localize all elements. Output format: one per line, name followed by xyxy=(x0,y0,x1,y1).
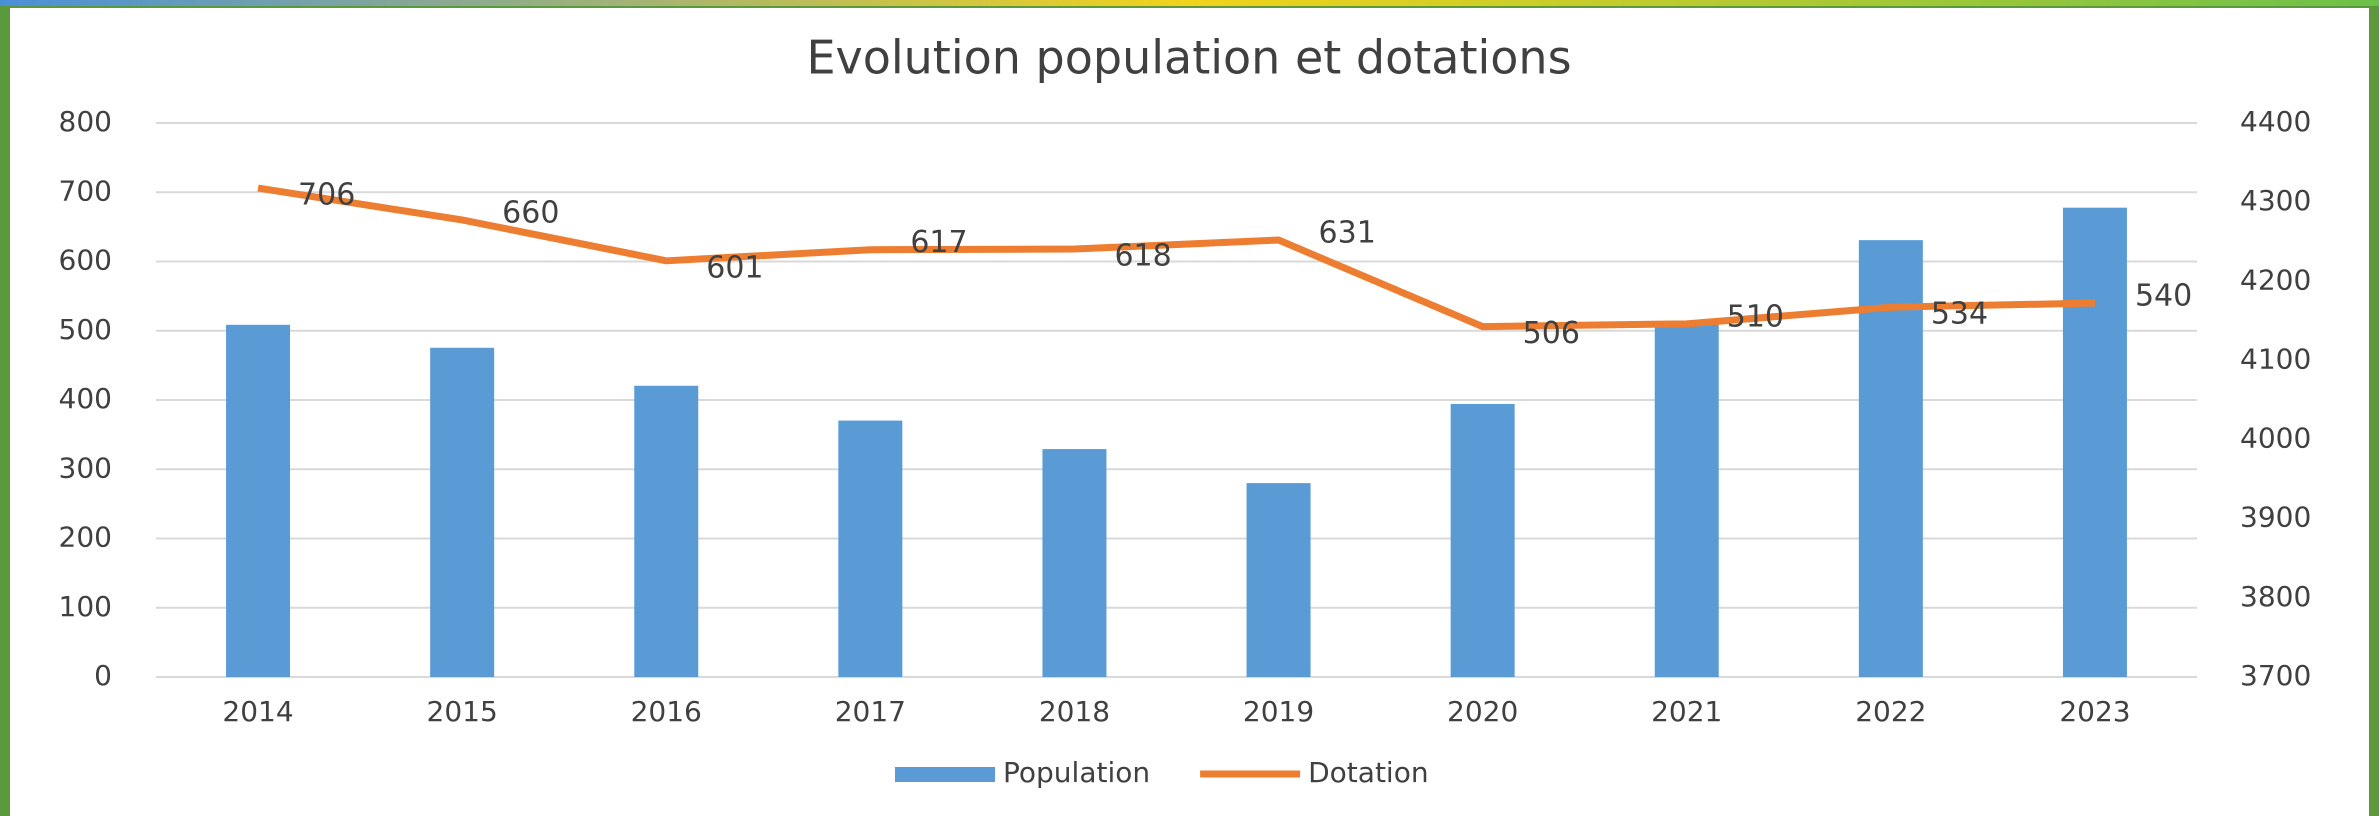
chart-title: Evolution population et dotations xyxy=(806,31,1571,85)
bar xyxy=(1654,324,1719,677)
data-label: 534 xyxy=(1931,297,1988,332)
x-tick-label: 2020 xyxy=(1447,695,1518,728)
bar xyxy=(430,347,495,677)
x-tick-label: 2016 xyxy=(631,695,702,728)
y2-tick-label: 4100 xyxy=(2240,342,2311,375)
y-tick-label: 300 xyxy=(59,451,112,484)
bar xyxy=(1246,483,1311,677)
legend-label: Dotation xyxy=(1308,756,1428,789)
data-label: 617 xyxy=(910,225,967,260)
x-tick-label: 2021 xyxy=(1651,695,1722,728)
bar xyxy=(2062,207,2127,677)
line xyxy=(257,184,2096,331)
y2-tick-label: 4400 xyxy=(2240,105,2311,138)
x-tick-label: 2023 xyxy=(2059,695,2130,728)
bar xyxy=(226,324,291,677)
x-tick-label: 2019 xyxy=(1243,695,1314,728)
legend-swatch xyxy=(895,767,995,782)
x-tick-label: 2015 xyxy=(427,695,498,728)
top-strip xyxy=(0,0,2379,6)
data-label: 540 xyxy=(2135,279,2192,314)
legend-label: Population xyxy=(1003,756,1150,789)
y-tick-label: 0 xyxy=(94,659,112,692)
x-tick-label: 2017 xyxy=(835,695,906,728)
y-tick-label: 700 xyxy=(59,174,112,207)
y2-tick-label: 4300 xyxy=(2240,184,2311,217)
x-tick-label: 2022 xyxy=(1855,695,1926,728)
data-label: 601 xyxy=(706,250,763,285)
y-tick-label: 200 xyxy=(59,521,112,554)
data-label: 660 xyxy=(502,195,559,230)
data-label: 618 xyxy=(1114,239,1171,274)
bar xyxy=(1858,240,1923,678)
bar xyxy=(1450,403,1515,677)
x-tick-label: 2014 xyxy=(222,695,293,728)
x-tick-label: 2018 xyxy=(1039,695,1110,728)
data-label: 706 xyxy=(298,178,355,213)
bar xyxy=(1042,449,1107,677)
y-tick-label: 800 xyxy=(59,105,112,138)
y2-tick-label: 3700 xyxy=(2240,659,2311,692)
data-label: 631 xyxy=(1319,216,1376,251)
y-tick-label: 100 xyxy=(59,590,112,623)
y2-tick-label: 3900 xyxy=(2240,501,2311,534)
y-tick-label: 500 xyxy=(59,313,112,346)
y2-tick-label: 4000 xyxy=(2240,422,2311,455)
data-label: 510 xyxy=(1727,299,1784,334)
background xyxy=(10,8,2369,816)
bar xyxy=(838,420,903,677)
data-label: 506 xyxy=(1523,316,1580,351)
y2-tick-label: 3800 xyxy=(2240,580,2311,613)
y2-tick-label: 4200 xyxy=(2240,263,2311,296)
y-tick-label: 400 xyxy=(59,382,112,415)
bar xyxy=(634,385,699,677)
y-tick-label: 600 xyxy=(59,244,112,277)
